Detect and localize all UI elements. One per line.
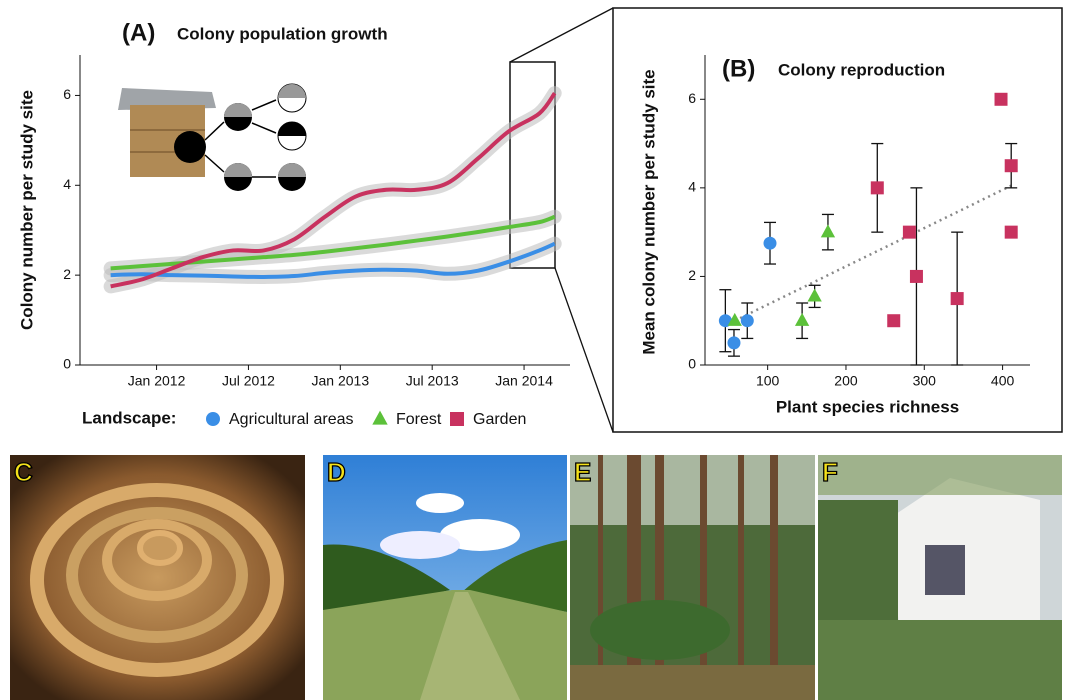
photo-label: E <box>574 457 591 487</box>
photo-f <box>818 455 1062 700</box>
marker <box>206 412 220 426</box>
photo-d <box>323 455 567 700</box>
y-tick-label: 2 <box>63 266 71 282</box>
y-tick-label: 0 <box>688 356 696 372</box>
x-tick-label: Jul 2012 <box>222 373 275 389</box>
y-tick-label: 6 <box>688 90 696 106</box>
x-tick-label: Jan 2013 <box>312 373 370 389</box>
y-tick-label: 0 <box>63 356 71 372</box>
connector <box>555 268 613 432</box>
y-tick-label: 6 <box>63 86 71 102</box>
marker <box>821 224 835 237</box>
chart-title: Colony reproduction <box>778 60 945 79</box>
marker <box>1005 159 1018 172</box>
photo-label: C <box>14 457 33 487</box>
marker <box>764 237 777 250</box>
x-tick-label: 200 <box>834 373 858 389</box>
panel-label: (A) <box>122 19 155 46</box>
legend-label: Garden <box>473 411 526 428</box>
marker <box>727 336 740 349</box>
marker <box>995 93 1008 106</box>
x-tick-label: Jan 2014 <box>495 373 553 389</box>
x-axis-title: Plant species richness <box>776 397 959 416</box>
marker <box>807 289 821 302</box>
x-tick-label: Jan 2012 <box>128 373 186 389</box>
legend-label: Agricultural areas <box>229 411 354 428</box>
y-tick-label: 2 <box>688 267 696 283</box>
trend-line <box>735 186 1011 321</box>
photo-label: F <box>822 457 838 487</box>
connector <box>510 8 613 62</box>
marker <box>871 181 884 194</box>
marker <box>903 226 916 239</box>
marker <box>910 270 923 283</box>
x-tick-label: 100 <box>756 373 780 389</box>
photo-c <box>10 455 305 700</box>
y-tick-label: 4 <box>63 176 71 192</box>
marker <box>372 411 387 425</box>
marker <box>1005 226 1018 239</box>
marker <box>951 292 964 305</box>
photo-label: D <box>327 457 346 487</box>
marker <box>450 412 464 426</box>
legend-title: Landscape: <box>82 408 176 427</box>
hive-illustration <box>118 84 306 191</box>
marker <box>795 313 809 326</box>
y-axis-title: Colony number per study site <box>17 90 36 330</box>
x-tick-label: 300 <box>913 373 937 389</box>
y-axis-title: Mean colony number per study site <box>639 69 658 354</box>
chart-title: Colony population growth <box>177 24 388 43</box>
panel-label: (B) <box>722 55 755 82</box>
x-tick-label: Jul 2013 <box>406 373 459 389</box>
figure: (A) Colony population growth Colony number… <box>0 0 1067 700</box>
y-tick-label: 4 <box>688 179 696 195</box>
marker <box>741 314 754 327</box>
marker <box>887 314 900 327</box>
photo-e <box>570 455 815 700</box>
x-tick-label: 400 <box>991 373 1015 389</box>
legend-label: Forest <box>396 411 442 428</box>
